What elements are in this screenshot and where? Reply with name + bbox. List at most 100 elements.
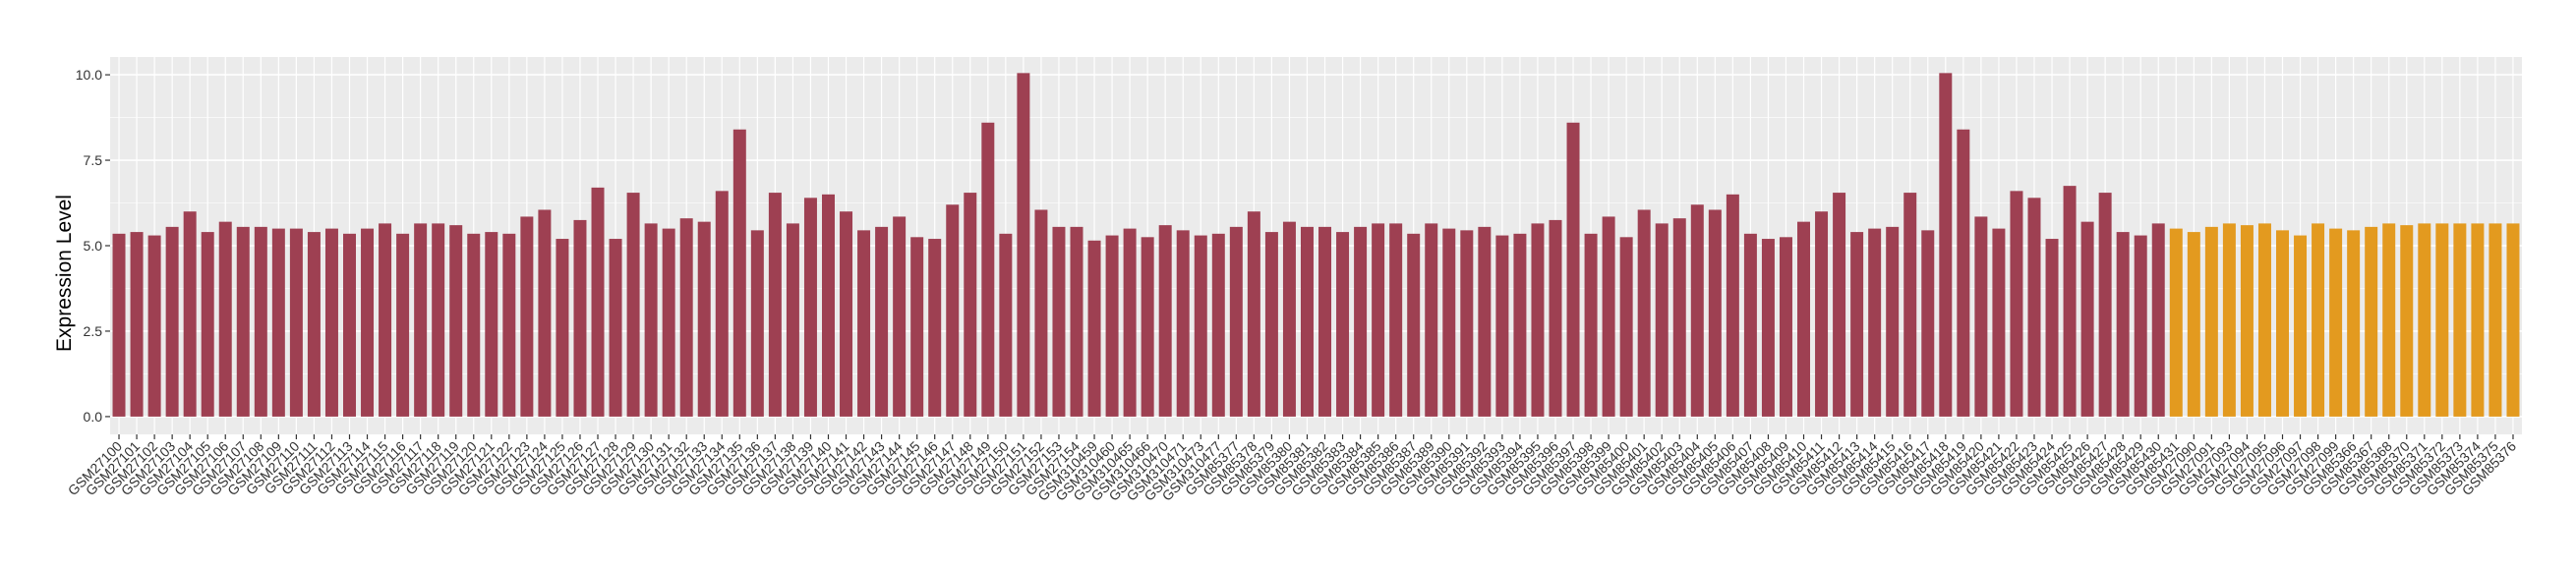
bar-GSM85421 <box>1992 228 2006 417</box>
bar-GSM27120 <box>467 233 481 417</box>
bar-GSM85384 <box>1354 226 1368 417</box>
y-tick-label: 10.0 <box>76 67 102 83</box>
bar-GSM27145 <box>910 237 924 417</box>
bar-GSM27140 <box>821 194 835 417</box>
bar-GSM27154 <box>1070 226 1083 417</box>
bar-GSM85379 <box>1264 232 1278 417</box>
bar-GSM310466 <box>1141 237 1154 417</box>
bar-GSM27117 <box>414 223 428 417</box>
bars <box>112 73 2520 417</box>
bar-GSM27090 <box>2187 232 2200 417</box>
bar-GSM27102 <box>147 235 161 417</box>
bar-GSM85389 <box>1425 223 1438 417</box>
bar-GSM27128 <box>609 239 622 417</box>
bar-GSM27134 <box>715 191 729 417</box>
x-axis-ticks: GSM27100GSM27101GSM27102GSM27103GSM27104… <box>65 434 2519 504</box>
bar-GSM27111 <box>307 232 321 417</box>
y-tick-label: 0.0 <box>84 409 103 425</box>
bar-GSM85426 <box>2080 221 2094 417</box>
bar-GSM85393 <box>1495 235 1509 417</box>
bar-GSM27099 <box>2329 228 2343 417</box>
bar-GSM27141 <box>840 211 853 417</box>
bar-GSM27144 <box>893 216 907 417</box>
bar-GSM27118 <box>432 223 445 417</box>
bar-GSM27100 <box>112 233 126 417</box>
bar-GSM85402 <box>1655 223 1669 417</box>
bar-GSM85427 <box>2098 193 2112 417</box>
bar-GSM85411 <box>1815 211 1829 417</box>
bar-GSM310459 <box>1087 240 1101 417</box>
bar-GSM85400 <box>1619 237 1633 417</box>
bar-GSM85404 <box>1690 204 1704 417</box>
bar-GSM85409 <box>1779 237 1792 417</box>
bar-GSM85412 <box>1833 193 1846 417</box>
bar-GSM310471 <box>1176 230 1190 417</box>
bar-GSM27095 <box>2257 223 2271 417</box>
bar-GSM27116 <box>396 233 410 417</box>
bar-GSM85420 <box>1974 216 1988 417</box>
bar-GSM27110 <box>289 228 303 417</box>
bar-GSM27108 <box>254 226 267 417</box>
bar-GSM85415 <box>1886 226 1900 417</box>
bar-GSM85372 <box>2435 223 2449 417</box>
y-tick-label: 2.5 <box>84 323 103 339</box>
bar-GSM85367 <box>2365 226 2378 417</box>
bar-GSM85383 <box>1336 232 1350 417</box>
bar-GSM85368 <box>2382 223 2396 417</box>
bar-GSM85413 <box>1850 232 1864 417</box>
bar-GSM85410 <box>1797 221 1811 417</box>
bar-GSM85375 <box>2488 223 2502 417</box>
y-tick-label: 7.5 <box>84 152 103 168</box>
bar-GSM27109 <box>271 228 285 417</box>
bar-GSM85373 <box>2453 223 2467 417</box>
bar-GSM27114 <box>361 228 375 417</box>
bar-GSM85390 <box>1442 228 1456 417</box>
bar-GSM85424 <box>2045 239 2059 417</box>
bar-GSM27127 <box>591 187 605 417</box>
bar-GSM27107 <box>236 226 250 417</box>
bar-GSM85428 <box>2116 232 2130 417</box>
bar-GSM27094 <box>2240 225 2254 417</box>
bar-GSM85380 <box>1282 221 1296 417</box>
bar-GSM27153 <box>1052 226 1066 417</box>
bar-GSM85381 <box>1300 226 1314 417</box>
bar-GSM85406 <box>1726 194 1739 417</box>
bar-GSM27136 <box>750 230 764 417</box>
bar-GSM27139 <box>803 198 817 417</box>
bar-GSM310477 <box>1211 233 1225 417</box>
bar-GSM85371 <box>2418 223 2431 417</box>
bar-GSM85408 <box>1761 239 1775 417</box>
bar-GSM27096 <box>2276 230 2289 417</box>
bar-GSM85382 <box>1318 226 1332 417</box>
bar-GSM27142 <box>857 230 871 417</box>
bar-GSM310473 <box>1194 235 1207 417</box>
y-axis-label: Expression Level <box>53 195 76 352</box>
bar-GSM85422 <box>2010 191 2023 417</box>
bar-GSM85366 <box>2347 230 2361 417</box>
bar-GSM27149 <box>981 122 995 417</box>
bar-GSM310465 <box>1123 228 1137 417</box>
bar-GSM85396 <box>1549 219 1562 417</box>
bar-GSM27131 <box>662 228 675 417</box>
bar-GSM85425 <box>2063 186 2077 417</box>
bar-GSM27152 <box>1034 209 1048 417</box>
bar-GSM85397 <box>1566 122 1580 417</box>
bar-GSM27115 <box>379 223 392 417</box>
y-axis-ticks: 0.0 2.5 5.0 7.5 10.0 <box>76 67 110 425</box>
bar-GSM27143 <box>875 226 889 417</box>
bar-GSM27132 <box>679 218 693 417</box>
bar-GSM85378 <box>1247 211 1260 417</box>
bar-GSM27123 <box>520 216 534 417</box>
bar-GSM85401 <box>1637 209 1651 417</box>
bar-GSM85419 <box>1957 129 1970 417</box>
bar-GSM310470 <box>1158 225 1172 417</box>
bar-GSM310460 <box>1105 235 1119 417</box>
bar-GSM85414 <box>1868 228 1882 417</box>
bar-GSM85430 <box>2151 223 2165 417</box>
bar-GSM27150 <box>999 233 1013 417</box>
bar-GSM85416 <box>1903 193 1917 417</box>
bar-GSM27133 <box>697 221 711 417</box>
bar-GSM85418 <box>1939 73 1953 417</box>
bar-GSM27121 <box>485 232 498 417</box>
